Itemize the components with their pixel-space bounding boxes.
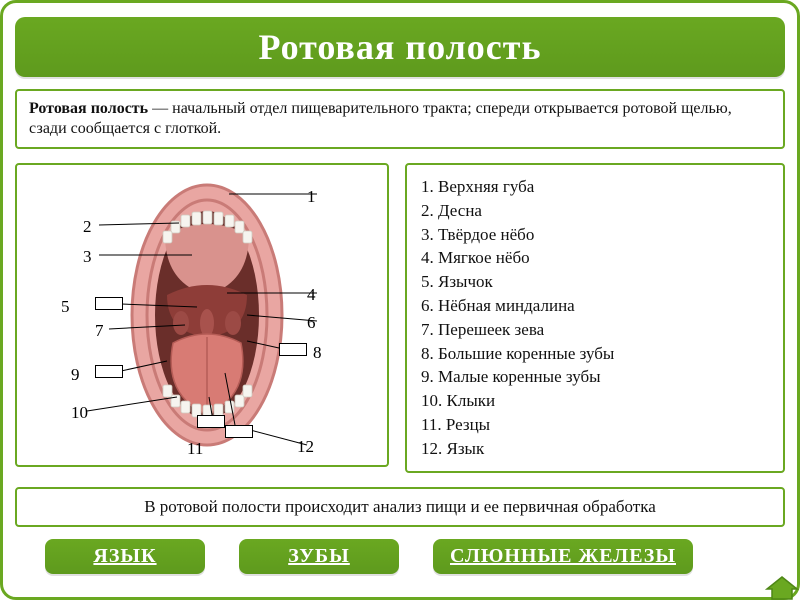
diagram-label-1: 1: [307, 187, 316, 207]
legend-item: 8. Большие коренные зубы: [421, 342, 769, 366]
glands-button[interactable]: СЛЮННЫЕ ЖЕЛЕЗЫ: [433, 539, 693, 574]
button-row: ЯЗЫК ЗУБЫ СЛЮННЫЕ ЖЕЛЕЗЫ: [15, 539, 785, 574]
diagram-label-10: 10: [71, 403, 88, 423]
leader-box: [95, 297, 123, 310]
diagram-label-7: 7: [95, 321, 104, 341]
legend-box: 1. Верхняя губа2. Десна3. Твёрдое нёбо4.…: [405, 163, 785, 473]
legend-item: 11. Резцы: [421, 413, 769, 437]
definition-term: Ротовая полость: [29, 100, 148, 117]
mouth-diagram: 123456789101112: [15, 163, 389, 467]
legend-item: 7. Перешеек зева: [421, 318, 769, 342]
diagram-label-4: 4: [307, 285, 316, 305]
diagram-label-8: 8: [313, 343, 322, 363]
teeth-button[interactable]: ЗУБЫ: [239, 539, 399, 574]
diagram-label-5: 5: [61, 297, 70, 317]
legend-item: 9. Малые коренные зубы: [421, 365, 769, 389]
leader-box: [197, 415, 225, 428]
diagram-label-3: 3: [83, 247, 92, 267]
leader-box: [279, 343, 307, 356]
diagram-label-2: 2: [83, 217, 92, 237]
footer-text: В ротовой полости происходит анализ пищи…: [144, 497, 656, 516]
legend-item: 4. Мягкое нёбо: [421, 246, 769, 270]
legend-item: 3. Твёрдое нёбо: [421, 223, 769, 247]
diagram-label-12: 12: [297, 437, 314, 457]
legend-item: 2. Десна: [421, 199, 769, 223]
legend-item: 5. Язычок: [421, 270, 769, 294]
definition-box: Ротовая полость — начальный отдел пищева…: [15, 89, 785, 149]
diagram-label-11: 11: [187, 439, 203, 459]
diagram-label-6: 6: [307, 313, 316, 333]
legend-item: 1. Верхняя губа: [421, 175, 769, 199]
tongue-button[interactable]: ЯЗЫК: [45, 539, 205, 574]
title-bar: Ротовая полость: [15, 17, 785, 77]
footer-box: В ротовой полости происходит анализ пищи…: [15, 487, 785, 527]
home-icon[interactable]: [765, 575, 799, 601]
leader-box: [225, 425, 253, 438]
content-row: 123456789101112 1. Верхняя губа2. Десна3…: [15, 163, 785, 473]
diagram-label-9: 9: [71, 365, 80, 385]
leader-box: [95, 365, 123, 378]
legend-item: 12. Язык: [421, 437, 769, 461]
legend-item: 10. Клыки: [421, 389, 769, 413]
slide-frame: Ротовая полость Ротовая полость — началь…: [0, 0, 800, 600]
page-title: Ротовая полость: [258, 26, 541, 68]
legend-item: 6. Нёбная миндалина: [421, 294, 769, 318]
